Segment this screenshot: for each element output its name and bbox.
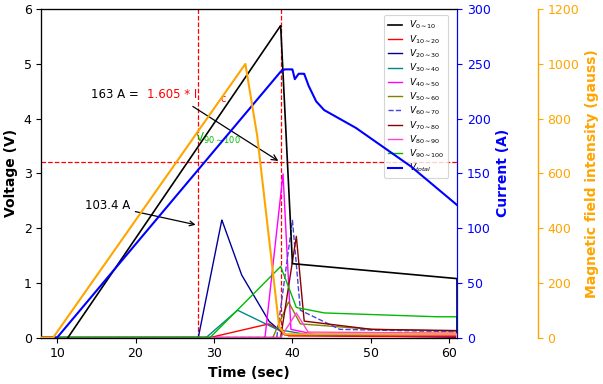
X-axis label: Time (sec): Time (sec) xyxy=(209,366,290,380)
Text: 1.605 * I: 1.605 * I xyxy=(148,88,198,101)
Text: $\mathregular{V_{90{\sim}100}}$: $\mathregular{V_{90{\sim}100}}$ xyxy=(195,131,241,146)
Text: 103.4 A: 103.4 A xyxy=(84,199,194,226)
Y-axis label: Current (A): Current (A) xyxy=(496,129,510,217)
Text: c: c xyxy=(220,94,226,104)
Y-axis label: Magnetic field intensity (gauss): Magnetic field intensity (gauss) xyxy=(585,49,599,298)
Y-axis label: Voltage (V): Voltage (V) xyxy=(4,129,18,217)
Legend: $V_{0{\sim}10}$, $V_{10{\sim}20}$, $V_{20{\sim}30}$, $V_{30{\sim}40}$, $V_{40{\s: $V_{0{\sim}10}$, $V_{10{\sim}20}$, $V_{2… xyxy=(384,15,449,178)
Text: 163 A =: 163 A = xyxy=(91,88,143,101)
